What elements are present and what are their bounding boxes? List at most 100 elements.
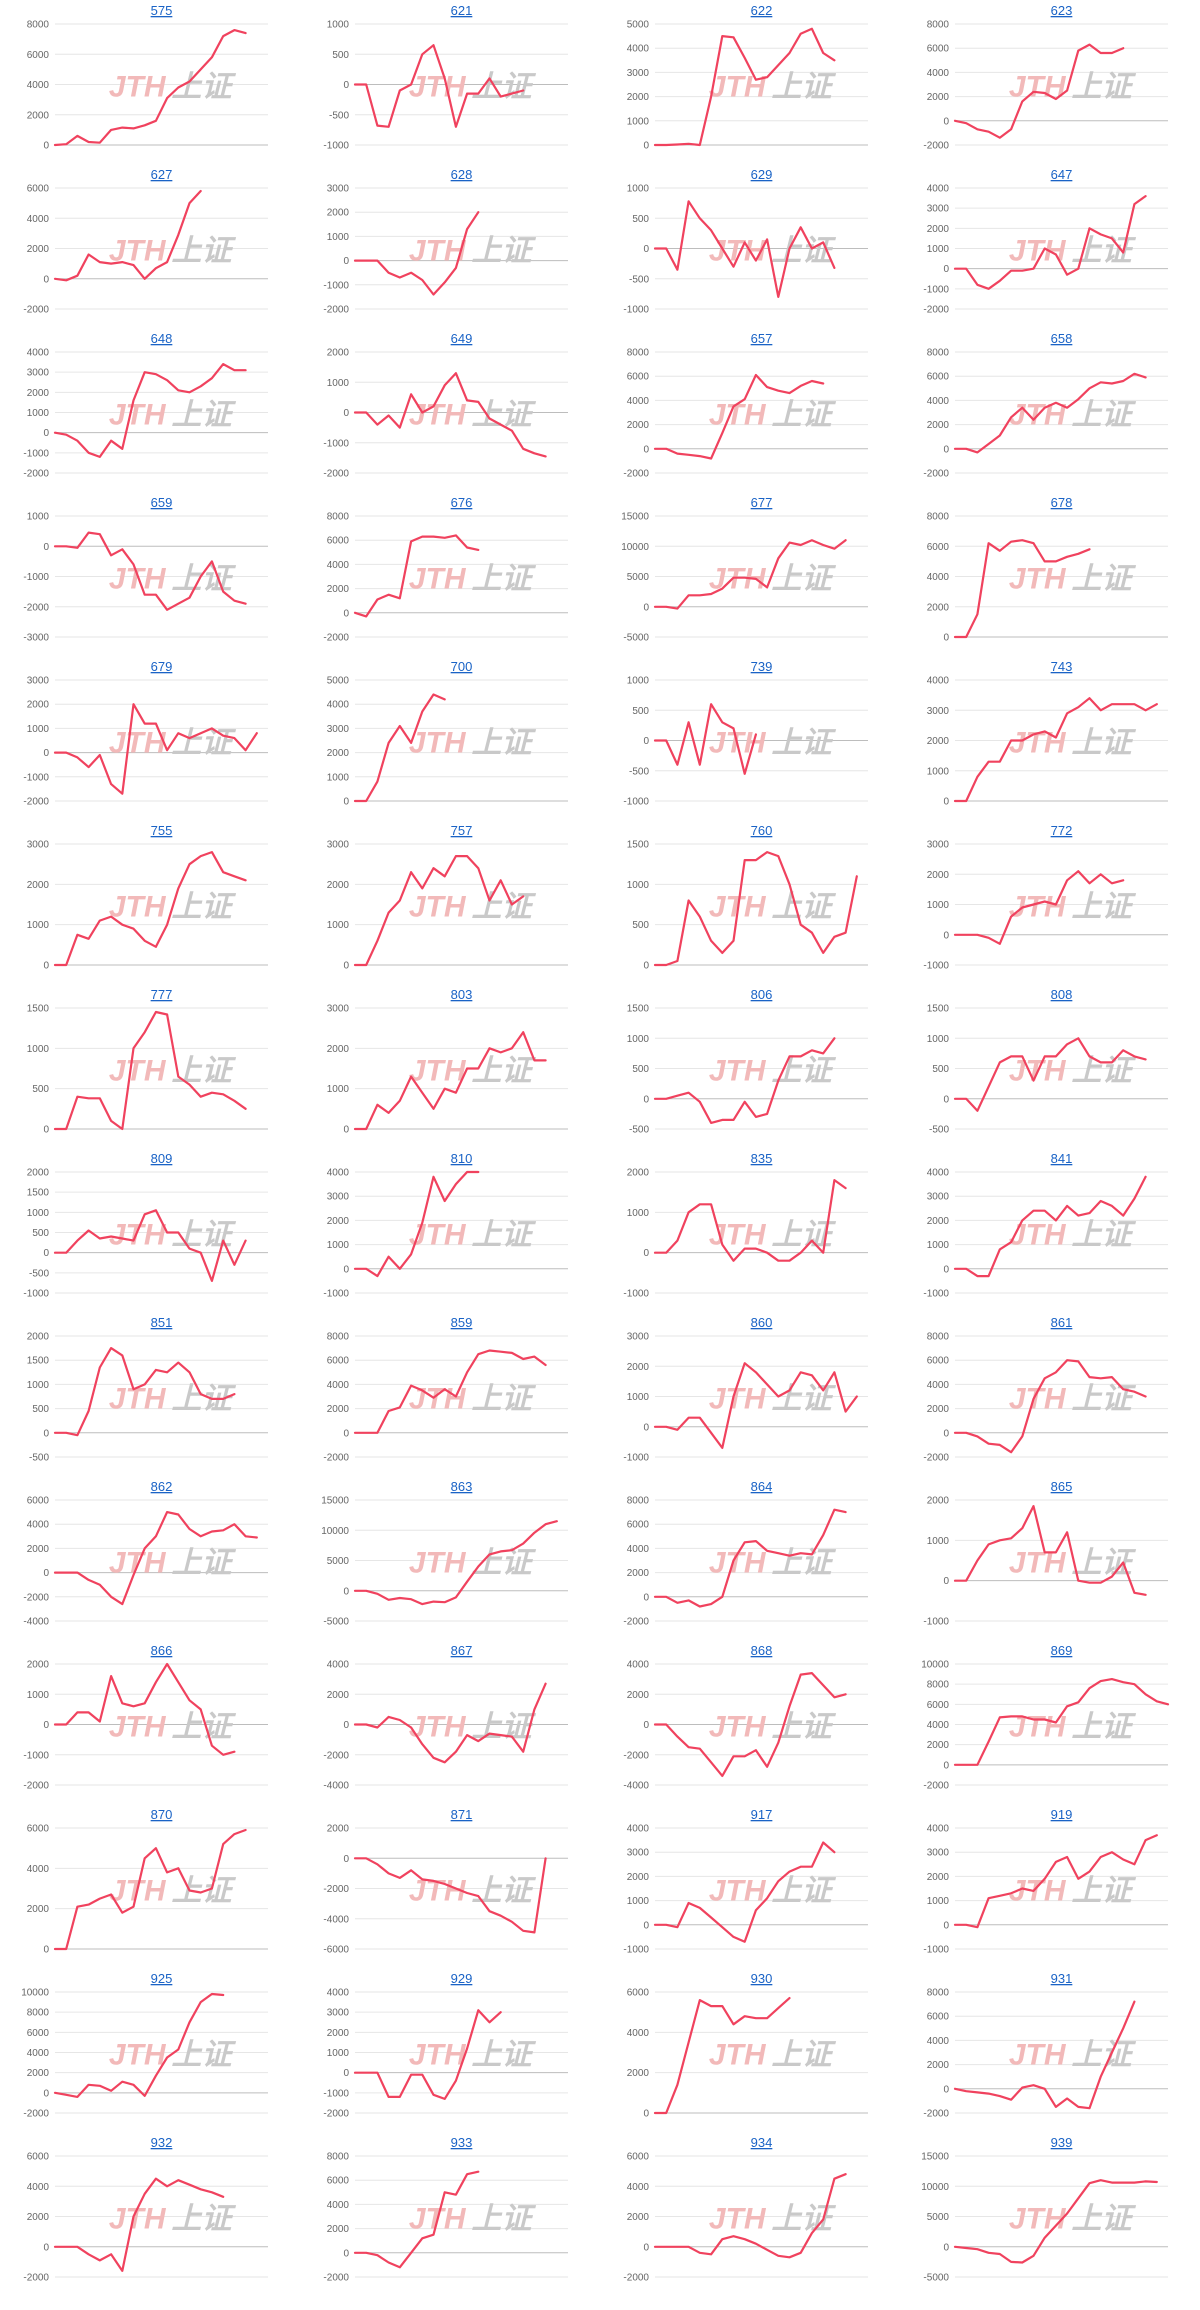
chart-title-link[interactable]: 657 bbox=[751, 331, 773, 346]
watermark-logo: JTH bbox=[709, 1055, 767, 1088]
chart-title-link[interactable]: 810 bbox=[451, 1151, 473, 1166]
chart-title-link[interactable]: 755 bbox=[151, 823, 173, 838]
chart-title-link[interactable]: 627 bbox=[151, 167, 173, 182]
y-tick-label: 0 bbox=[943, 1094, 949, 1105]
chart-title-link[interactable]: 841 bbox=[1051, 1151, 1073, 1166]
y-tick-label: 2000 bbox=[927, 224, 950, 235]
chart-title-link[interactable]: 679 bbox=[151, 659, 173, 674]
y-tick-label: 0 bbox=[43, 274, 49, 285]
y-tick-label: -500 bbox=[929, 1125, 949, 1136]
y-tick-label: 1000 bbox=[927, 244, 950, 255]
chart-title-link[interactable]: 867 bbox=[451, 1643, 473, 1658]
y-tick-label: 8000 bbox=[627, 1496, 650, 1507]
series-line bbox=[653, 27, 836, 147]
chart-title-link[interactable]: 809 bbox=[151, 1151, 173, 1166]
chart-svg: 700 0 1000 2000 3000 4000 5000 JTH 上证 bbox=[327, 659, 568, 808]
series-line bbox=[353, 1349, 547, 1434]
chart-title-link[interactable]: 869 bbox=[1051, 1643, 1073, 1658]
series-line bbox=[53, 1662, 236, 1756]
chart-title-link[interactable]: 678 bbox=[1051, 495, 1073, 510]
chart-title-link[interactable]: 700 bbox=[451, 659, 473, 674]
chart-title-link[interactable]: 835 bbox=[751, 1151, 773, 1166]
chart-title-link[interactable]: 864 bbox=[751, 1479, 773, 1494]
chart-title-link[interactable]: 871 bbox=[451, 1807, 473, 1822]
y-tick-label: -1000 bbox=[323, 141, 349, 152]
y-tick-label: 4000 bbox=[927, 1824, 950, 1835]
y-tick-label: -1000 bbox=[23, 572, 49, 583]
chart-title-link[interactable]: 930 bbox=[751, 1971, 773, 1986]
chart-title-link[interactable]: 929 bbox=[451, 1971, 473, 1986]
chart-title-link[interactable]: 629 bbox=[751, 167, 773, 182]
chart-title-link[interactable]: 870 bbox=[151, 1807, 173, 1822]
chart-title-link[interactable]: 925 bbox=[151, 1971, 173, 1986]
chart-title-link[interactable]: 649 bbox=[451, 331, 473, 346]
y-tick-label: 1000 bbox=[27, 1380, 50, 1391]
chart-title-link[interactable]: 803 bbox=[451, 987, 473, 1002]
chart-title-link[interactable]: 865 bbox=[1051, 1479, 1073, 1494]
chart-title-link[interactable]: 777 bbox=[151, 987, 173, 1002]
chart-title-link[interactable]: 739 bbox=[751, 659, 773, 674]
chart-title-link[interactable]: 862 bbox=[151, 1479, 173, 1494]
y-tick-label: 6000 bbox=[627, 372, 650, 383]
chart-title-link[interactable]: 919 bbox=[1051, 1807, 1073, 1822]
chart-title-link[interactable]: 860 bbox=[751, 1315, 773, 1330]
chart-title-link[interactable]: 866 bbox=[151, 1643, 173, 1658]
chart-title-link[interactable]: 648 bbox=[151, 331, 173, 346]
y-tick-label: 0 bbox=[943, 797, 949, 808]
watermark-logo: JTH bbox=[709, 1711, 767, 1744]
chart-627: 627 -2000 0 2000 4000 6000 JTH 上证 bbox=[0, 166, 300, 331]
chart-title-link[interactable]: 851 bbox=[151, 1315, 173, 1330]
y-tick-label: 2000 bbox=[627, 1568, 650, 1579]
y-tick-label: 0 bbox=[943, 1428, 949, 1439]
chart-628: 628 -2000 -1000 0 1000 2000 3000 JTH 上证 bbox=[300, 166, 600, 331]
chart-title-link[interactable]: 757 bbox=[451, 823, 473, 838]
chart-title-link[interactable]: 933 bbox=[451, 2135, 473, 2150]
chart-title-link[interactable]: 806 bbox=[751, 987, 773, 1002]
chart-title-link[interactable]: 932 bbox=[151, 2135, 173, 2150]
chart-title-link[interactable]: 939 bbox=[1051, 2135, 1073, 2150]
series-line bbox=[53, 29, 247, 147]
series-line bbox=[353, 44, 525, 128]
y-tick-label: 6000 bbox=[927, 1700, 950, 1711]
y-tick-label: -2000 bbox=[323, 1453, 349, 1464]
chart-title-link[interactable]: 659 bbox=[151, 495, 173, 510]
watermark-logo: 上证 bbox=[472, 71, 537, 104]
chart-925: 925 -2000 0 2000 4000 6000 8000 10000 JTH 上证 bbox=[0, 1970, 300, 2135]
chart-svg: 871 -6000 -4000 -2000 0 2000 JTH 上证 bbox=[323, 1807, 568, 1956]
series-line bbox=[953, 697, 1158, 803]
chart-title-link[interactable]: 931 bbox=[1051, 1971, 1073, 1986]
watermark-logo: JTH bbox=[1009, 727, 1067, 760]
chart-title-link[interactable]: 863 bbox=[451, 1479, 473, 1494]
chart-title-link[interactable]: 808 bbox=[1051, 987, 1073, 1002]
chart-629: 629 -1000 -500 0 500 1000 JTH 上证 bbox=[600, 166, 900, 331]
y-tick-label: 0 bbox=[343, 2248, 349, 2259]
chart-title-link[interactable]: 621 bbox=[451, 3, 473, 18]
chart-title-link[interactable]: 772 bbox=[1051, 823, 1073, 838]
watermark-logo: 上证 bbox=[772, 1875, 837, 1908]
watermark-logo: 上证 bbox=[472, 1219, 537, 1252]
chart-title-link[interactable]: 868 bbox=[751, 1643, 773, 1658]
chart-title-link[interactable]: 677 bbox=[751, 495, 773, 510]
watermark-logo: JTH bbox=[409, 1547, 467, 1580]
chart-575: 575 0 2000 4000 6000 8000 JTH 上证 bbox=[0, 2, 300, 167]
chart-title-link[interactable]: 676 bbox=[451, 495, 473, 510]
chart-title-link[interactable]: 859 bbox=[451, 1315, 473, 1330]
chart-title-link[interactable]: 622 bbox=[751, 3, 773, 18]
watermark-logo: 上证 bbox=[472, 2039, 537, 2072]
chart-title-link[interactable]: 917 bbox=[751, 1807, 773, 1822]
watermark-logo: JTH bbox=[709, 71, 767, 104]
chart-title-link[interactable]: 760 bbox=[751, 823, 773, 838]
chart-title-link[interactable]: 628 bbox=[451, 167, 473, 182]
chart-title-link[interactable]: 861 bbox=[1051, 1315, 1073, 1330]
chart-title-link[interactable]: 934 bbox=[751, 2135, 773, 2150]
watermark-logo: 上证 bbox=[172, 235, 237, 268]
y-tick-label: 6000 bbox=[27, 1496, 50, 1507]
chart-title-link[interactable]: 575 bbox=[151, 3, 173, 18]
chart-title-link[interactable]: 623 bbox=[1051, 3, 1073, 18]
chart-title-link[interactable]: 658 bbox=[1051, 331, 1073, 346]
chart-title-link[interactable]: 647 bbox=[1051, 167, 1073, 182]
chart-title-link[interactable]: 743 bbox=[1051, 659, 1073, 674]
